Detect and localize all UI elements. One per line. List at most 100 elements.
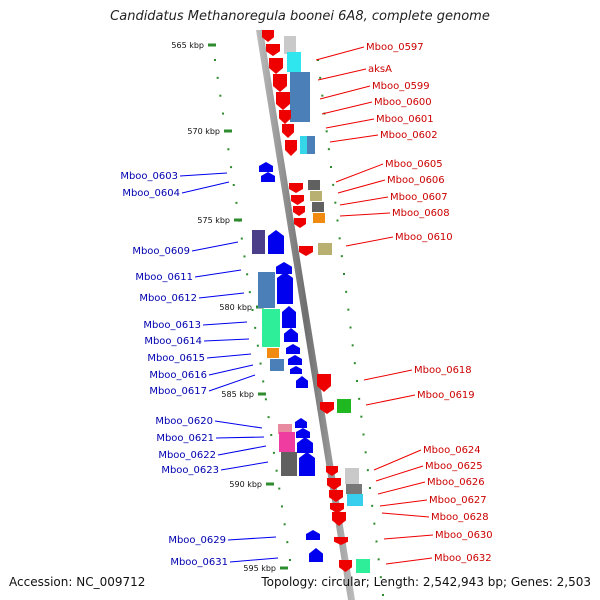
- gene-arrow: [279, 110, 291, 124]
- guide-dot: [338, 237, 341, 240]
- guide-dot: [327, 148, 330, 151]
- leader-line: [215, 436, 265, 439]
- genome-summary: Topology: circular; Length: 2,542,943 bp…: [261, 575, 591, 589]
- scale-tick-label: 575 kbp: [197, 216, 230, 225]
- gene-arrow: [294, 218, 306, 228]
- feature-block: [284, 36, 296, 54]
- gene-arrow: [326, 466, 338, 476]
- guide-dot: [351, 344, 354, 347]
- guide-dot: [330, 166, 332, 168]
- gene-arrow: [262, 30, 274, 42]
- gene-arrow: [289, 183, 303, 193]
- feature-block: [290, 72, 310, 122]
- leader-line: [208, 374, 256, 392]
- gene-arrow: [277, 272, 293, 304]
- leader-line: [339, 212, 391, 217]
- leader-line: [229, 557, 279, 563]
- leader-line: [345, 236, 394, 247]
- feature-block: [281, 452, 297, 476]
- gene-arrow: [268, 230, 284, 254]
- feature-blocks: [252, 36, 370, 573]
- guide-dot: [319, 76, 322, 79]
- scale-tick-label: 580 kbp: [219, 303, 252, 312]
- gene-label: Mboo_0609: [132, 246, 190, 257]
- leader-line: [220, 461, 269, 471]
- leader-line: [381, 512, 430, 518]
- gene-arrow: [297, 437, 313, 453]
- gene-label: Mboo_0597: [366, 42, 424, 53]
- leader-line: [365, 394, 416, 406]
- accession-label: Accession: NC_009712: [9, 575, 146, 589]
- leader-line: [379, 499, 428, 507]
- guide-dot: [336, 219, 339, 222]
- leader-line: [383, 534, 434, 540]
- leader-line: [377, 481, 426, 495]
- guide-dot: [230, 166, 233, 169]
- guide-dot: [227, 148, 230, 151]
- gene-label: Mboo_0600: [374, 97, 432, 108]
- feature-block: [270, 359, 284, 371]
- guide-dot: [340, 255, 343, 258]
- guide-dot: [334, 201, 337, 204]
- guide-dot: [343, 273, 345, 275]
- leader-line: [373, 449, 422, 471]
- gene-label: Mboo_0620: [155, 416, 213, 427]
- guide-dot: [259, 362, 262, 365]
- scale-tick: [280, 566, 288, 570]
- gene-label: Mboo_0617: [149, 386, 207, 397]
- guide-dot: [240, 237, 243, 240]
- scale-tick-label: 585 kbp: [221, 390, 254, 399]
- gene-arrow: [259, 162, 273, 172]
- gene-arrow: [334, 537, 348, 545]
- gene-label: aksA: [368, 64, 392, 75]
- leader-line: [321, 101, 373, 115]
- leader-line: [315, 46, 365, 61]
- leader-line: [194, 269, 242, 278]
- feature-block: [300, 136, 308, 154]
- leader-line: [214, 420, 263, 429]
- gene-arrow: [320, 402, 334, 414]
- gene-label: Mboo_0630: [435, 530, 493, 541]
- leader-line: [375, 465, 424, 482]
- gene-label: Mboo_0618: [414, 365, 472, 376]
- gene-arrow: [299, 246, 313, 256]
- guide-dot: [369, 487, 371, 489]
- guide-dot: [321, 94, 324, 97]
- guide-dot: [280, 505, 283, 508]
- gene-arrow: [276, 92, 290, 110]
- guide-dot: [317, 59, 319, 61]
- gene-label: Mboo_0623: [161, 465, 219, 476]
- gene-arrow: [276, 262, 292, 274]
- feature-block: [312, 202, 324, 212]
- guide-dot: [267, 416, 270, 419]
- scale-tick-label: 565 kbp: [171, 41, 204, 50]
- gene-label: Mboo_0625: [425, 461, 483, 472]
- gene-arrow: [327, 478, 341, 490]
- gene-label: Mboo_0621: [156, 433, 214, 444]
- feature-block: [313, 213, 325, 223]
- gene-label: Mboo_0616: [149, 370, 207, 381]
- guide-dot: [289, 559, 291, 561]
- guide-dot: [235, 201, 238, 204]
- feature-block: [267, 348, 279, 358]
- gene-arrow: [317, 374, 331, 392]
- gene-label: Mboo_0610: [395, 232, 453, 243]
- feature-block: [307, 136, 315, 154]
- scale-tick: [224, 129, 232, 133]
- leader-line: [227, 536, 277, 541]
- gene-arrow: [339, 560, 352, 572]
- feature-block: [318, 243, 332, 255]
- gene-arrow: [261, 172, 275, 182]
- guide-dot: [219, 94, 222, 97]
- scale-tick-label: 570 kbp: [187, 127, 220, 136]
- guide-dot: [238, 219, 241, 222]
- gene-label: Mboo_0629: [168, 535, 226, 546]
- guide-dot: [371, 504, 374, 507]
- gene-label: Mboo_0608: [392, 208, 450, 219]
- guide-dot: [232, 184, 235, 186]
- leader-line: [202, 321, 248, 326]
- leader-line: [317, 68, 367, 81]
- guide-dot: [382, 594, 384, 596]
- guide-dot: [356, 380, 358, 382]
